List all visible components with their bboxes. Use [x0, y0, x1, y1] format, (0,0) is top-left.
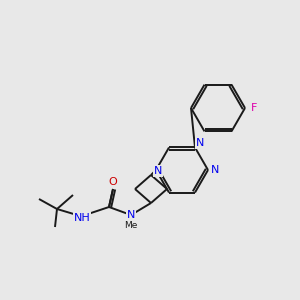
Text: F: F	[251, 103, 257, 113]
Text: NH: NH	[74, 213, 90, 223]
Text: N: N	[211, 165, 219, 175]
Text: N: N	[196, 139, 204, 148]
Text: Me: Me	[124, 220, 138, 230]
Text: O: O	[109, 177, 117, 187]
Text: N: N	[127, 210, 135, 220]
Text: N: N	[154, 166, 162, 176]
